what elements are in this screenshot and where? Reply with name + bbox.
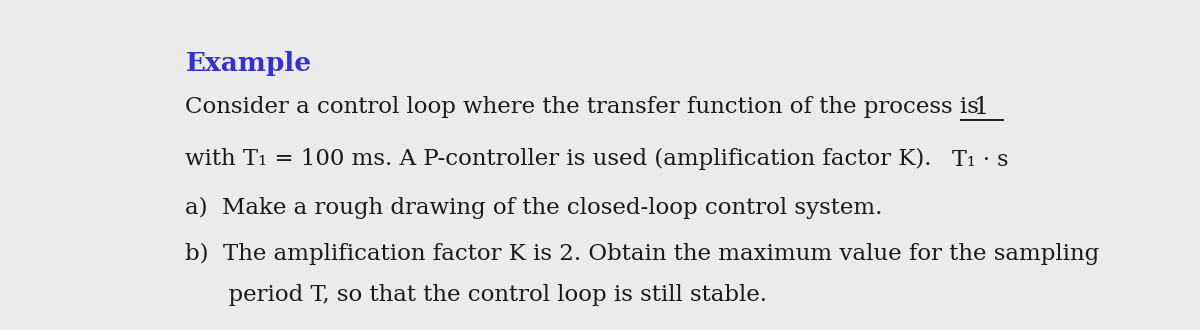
Text: period T, so that the control loop is still stable.: period T, so that the control loop is st… — [185, 283, 767, 306]
Text: b)  The amplification factor K is 2. Obtain the maximum value for the sampling: b) The amplification factor K is 2. Obta… — [185, 243, 1099, 265]
Text: 1: 1 — [973, 95, 988, 118]
Text: with T₁ = 100 ms. A P-controller is used (amplification factor K).: with T₁ = 100 ms. A P-controller is used… — [185, 148, 932, 170]
Text: Example: Example — [185, 51, 312, 76]
Text: T₁ · s: T₁ · s — [953, 149, 1009, 171]
Text: a)  Make a rough drawing of the closed-loop control system.: a) Make a rough drawing of the closed-lo… — [185, 197, 883, 219]
Text: Consider a control loop where the transfer function of the process is: Consider a control loop where the transf… — [185, 95, 979, 117]
